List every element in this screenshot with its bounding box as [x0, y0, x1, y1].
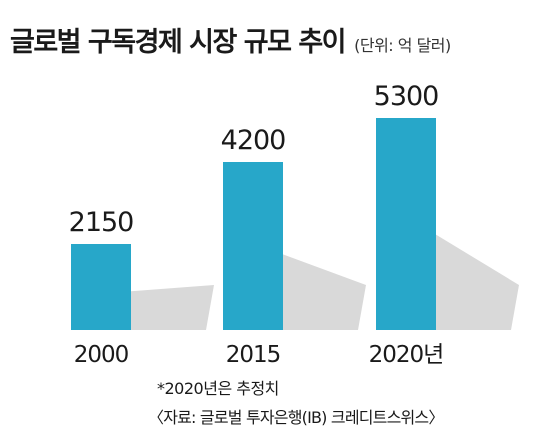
estimate-footnote: *2020년은 추정치 [157, 379, 279, 398]
chart-title: 글로벌 구독경제 시장 규모 추이 [10, 27, 347, 58]
chart-header: 글로벌 구독경제 시장 규모 추이 (단위: 억 달러) [10, 20, 451, 59]
unit-note: (단위: 억 달러) [354, 36, 451, 55]
bar [376, 118, 436, 330]
bar-shadow [436, 234, 519, 330]
category-label: 2020년 [369, 342, 444, 368]
source-note: 〈자료: 글로벌 투자은행(IB) 크레디트스위스〉 [148, 408, 444, 427]
bar-value-label: 2150 [69, 207, 134, 238]
category-label: 2015 [226, 342, 281, 368]
bar-value-label: 5300 [374, 81, 439, 112]
bar [71, 244, 131, 330]
bar [223, 162, 283, 330]
category-label: 2000 [74, 342, 129, 368]
bar-shadow [131, 285, 214, 330]
bar-value-label: 4200 [221, 125, 286, 156]
bar-shadow [283, 254, 366, 330]
